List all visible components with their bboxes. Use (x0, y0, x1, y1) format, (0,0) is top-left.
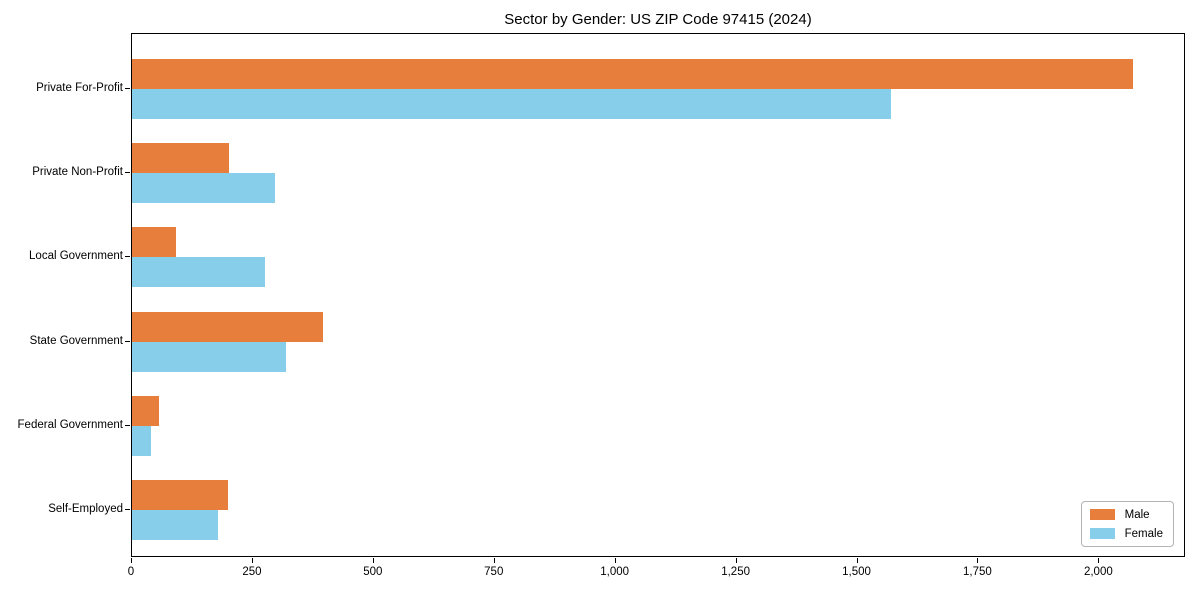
x-axis-label: 250 (242, 566, 262, 578)
x-tick (251, 558, 253, 563)
bar-female (132, 425, 151, 456)
x-axis-label: 0 (127, 566, 135, 578)
y-tick (125, 172, 130, 174)
legend-item: Male (1089, 507, 1163, 522)
y-axis-label: State Government (29, 334, 123, 347)
x-tick (493, 558, 495, 563)
x-axis-label: 1,000 (600, 566, 630, 578)
y-tick (125, 256, 130, 258)
x-tick (372, 558, 374, 563)
bar-male (132, 480, 228, 510)
y-axis-label: Federal Government (17, 418, 123, 431)
x-axis-label: 1,500 (842, 566, 871, 578)
bar-female (132, 341, 286, 372)
y-tick (125, 509, 130, 510)
x-tick (977, 558, 979, 563)
bar-female (132, 89, 892, 119)
x-axis-label: 500 (363, 566, 383, 578)
legend: Male Female (1080, 501, 1174, 547)
chart-title: Sector by Gender: US ZIP Code 97415 (202… (504, 11, 812, 28)
y-axis-label: Self-Employed (48, 503, 123, 515)
legend-item: Female (1089, 526, 1163, 541)
bar-male (132, 395, 159, 426)
legend-swatch-male (1089, 509, 1115, 520)
x-tick (1098, 558, 1100, 563)
legend-label: Female (1124, 527, 1163, 540)
x-axis-label: 1,750 (963, 566, 992, 578)
bar-male (132, 143, 229, 174)
x-axis-label: 750 (484, 566, 504, 578)
x-axis-label: 1,250 (721, 566, 750, 578)
y-tick (125, 88, 130, 89)
x-tick (856, 558, 858, 563)
bar-male (132, 59, 1134, 89)
bar-male (132, 227, 176, 258)
x-tick (735, 558, 737, 563)
plot-area: Male Female (131, 33, 1185, 557)
bar-female (132, 510, 218, 540)
x-axis-label: 2,000 (1083, 566, 1113, 578)
y-axis-label: Private Non-Profit (32, 166, 123, 179)
y-axis-label: Local Government (29, 250, 123, 263)
y-tick (125, 424, 130, 426)
x-tick (131, 558, 132, 563)
y-tick (125, 340, 130, 342)
bar-female (132, 257, 265, 288)
legend-label: Male (1124, 508, 1150, 521)
legend-swatch-female (1089, 528, 1115, 539)
y-axis-label: Private For-Profit (36, 82, 123, 94)
bar-male (132, 311, 324, 342)
x-tick (614, 558, 616, 563)
bar-female (132, 173, 275, 204)
